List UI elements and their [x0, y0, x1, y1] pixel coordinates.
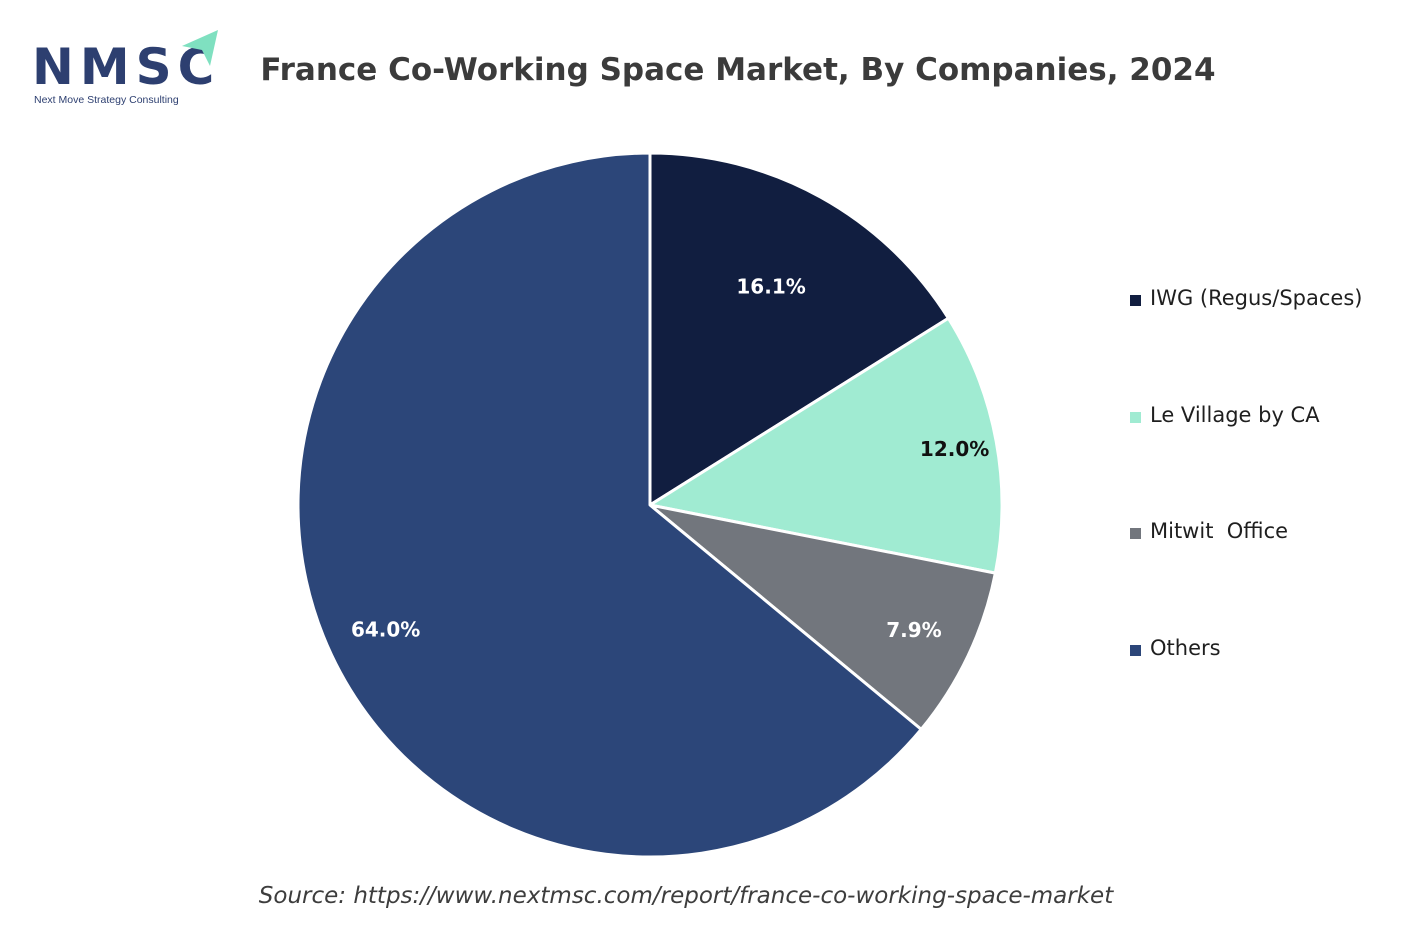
legend-label: Le Village by CA	[1150, 402, 1320, 427]
source-note: Source: https://www.nextmsc.com/report/f…	[258, 883, 1114, 909]
legend-swatch	[1130, 295, 1141, 306]
legend-item-iwg-regus-spaces: IWG (Regus/Spaces)	[1130, 282, 1420, 399]
legend-swatch	[1130, 644, 1141, 656]
legend-item-mitwit-office: Mitwit Office	[1130, 515, 1420, 632]
slice-label-mitwit-office: 7.9%	[886, 618, 941, 642]
legend-label: Mitwit Office	[1150, 519, 1289, 543]
logo-arrow-icon	[182, 30, 218, 66]
pie-slice-mitwit-office	[648, 503, 997, 731]
logo-wordmark: NMSC	[32, 38, 221, 96]
legend-item-le-village-by-ca: Le Village by CA	[1130, 399, 1420, 516]
pie-slice-iwg-regus-spaces	[648, 151, 950, 507]
pie-slice-le-village-by-ca	[648, 316, 1004, 575]
chart-title: France Co-Working Space Market, By Compa…	[260, 52, 1216, 88]
slice-label-iwg-regus-spaces: 16.1%	[736, 274, 805, 298]
legend-swatch	[1130, 411, 1141, 423]
nmsc-logo: NMSC Next Move Strategy Consulting	[32, 28, 222, 108]
legend-swatch	[1130, 528, 1141, 539]
slice-label-le-village-by-ca: 12.0%	[920, 437, 989, 461]
chart-legend: IWG (Regus/Spaces) Le Village by CA Mitwit…	[1130, 282, 1420, 748]
legend-label: IWG (Regus/Spaces)	[1150, 286, 1363, 310]
legend-item-others: Others	[1130, 632, 1420, 749]
logo-tagline: Next Move Strategy Consulting	[34, 94, 179, 106]
pie-slice-others	[296, 151, 923, 859]
slice-label-others: 64.0%	[351, 617, 420, 641]
legend-label: Others	[1150, 635, 1221, 660]
